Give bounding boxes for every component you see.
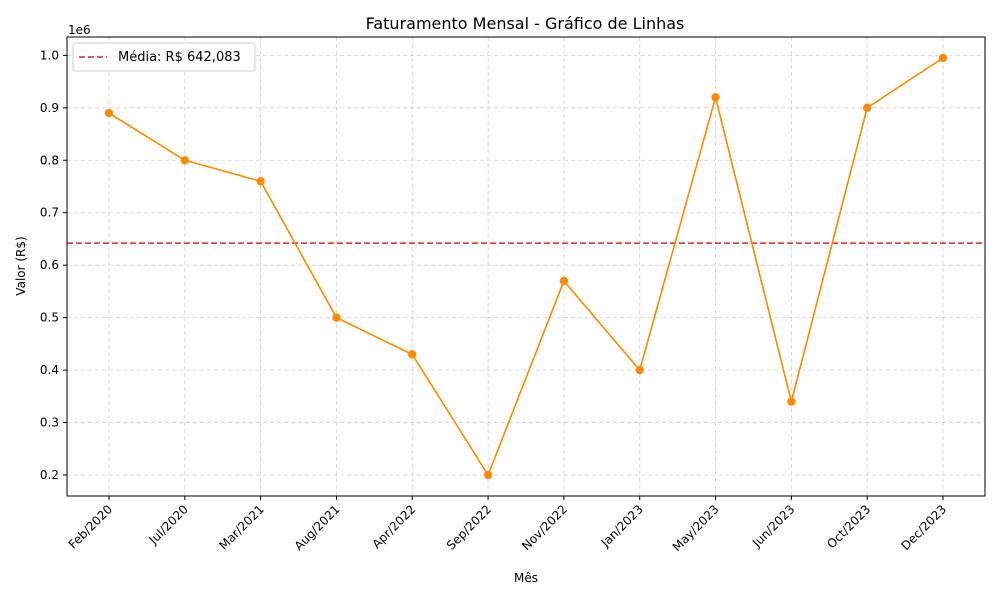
y-tick-label: 0.7 [40,206,59,220]
y-axis-ticks: 0.2 0.3 0.4 0.5 0.6 0.7 0.8 0.9 1.0 [40,48,67,482]
legend-label: Média: R$ 642,083 [118,50,241,65]
data-point [635,365,644,375]
x-tick-label: Feb/2020 [66,502,115,551]
x-axis-title: Mês [514,571,538,585]
data-point [332,313,341,322]
data-point [408,350,417,359]
legend: Média: R$ 642,083 [72,42,256,72]
x-tick-label: Jun/2023 [749,502,797,550]
y-tick-label: 0.9 [40,101,59,115]
data-point [711,93,720,102]
data-point [559,276,569,286]
y-tick-label: 1.0 [40,48,59,62]
data-point [104,108,114,118]
x-tick-label: Sep/2022 [444,502,494,552]
x-tick-label: Oct/2023 [824,502,873,551]
x-tick-label: Jul/2020 [146,502,191,547]
x-tick-label: Jan/2023 [598,502,646,550]
data-point [180,156,190,165]
data-point [256,177,265,186]
x-tick-label: Apr/2022 [369,502,418,551]
data-point [483,470,493,480]
y-tick-label: 0.4 [40,363,59,377]
x-axis-ticks: Feb/2020 Jul/2020 Mar/2021 Aug/2021 Apr/2022… [66,496,949,554]
y-tick-label: 0.8 [40,153,59,167]
y-tick-label: 0.5 [40,311,59,325]
plot-frame [66,36,986,497]
y-tick-label: 0.3 [40,416,59,430]
data-point [862,103,872,113]
data-point [938,53,948,63]
x-tick-label: Mar/2021 [216,502,266,552]
y-tick-label: 0.2 [40,468,59,482]
y-axis-offset-label: 1e6 [68,23,91,37]
y-axis-title: Valor (R$) [14,236,28,295]
grid [67,37,985,496]
x-tick-label: Nov/2022 [519,502,570,553]
x-tick-label: May/2023 [670,502,722,554]
chart-title: Faturamento Mensal - Gráfico de Linhas [366,14,685,33]
series-group [104,53,948,480]
x-tick-label: Aug/2021 [292,502,343,553]
x-tick-label: Dec/2023 [898,502,949,553]
y-tick-label: 0.6 [40,258,59,272]
data-point [787,397,796,406]
series-line [108,57,944,477]
legend-box [72,42,256,72]
